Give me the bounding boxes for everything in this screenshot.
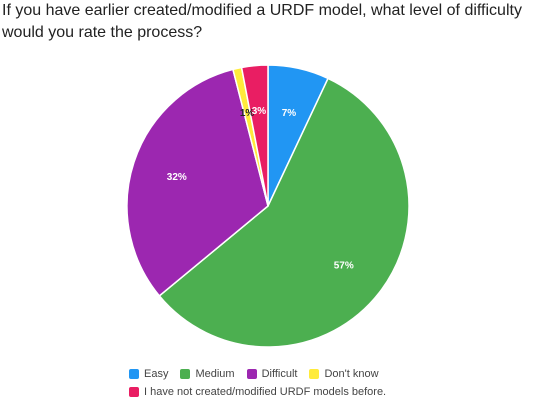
legend-swatch-dont-know [309, 369, 320, 379]
legend-row-1: Easy Medium Difficult Don't know [129, 368, 391, 380]
legend-swatch-easy [129, 369, 139, 379]
data-label-not-created: 3% [252, 106, 267, 117]
data-label-dont-know: 1% [240, 108, 255, 119]
legend-item-dont-know: Don't know [309, 368, 379, 380]
legend-label-difficult: Difficult [261, 368, 298, 380]
legend-item-difficult: Difficult [246, 368, 298, 380]
pie-slices [126, 64, 410, 348]
legend-item-medium: Medium [180, 368, 235, 380]
chart-title: If you have earlier created/modified a U… [2, 2, 522, 41]
legend-label-easy: Easy [144, 368, 169, 380]
legend-item-easy: Easy [129, 368, 168, 380]
legend-swatch-medium [180, 369, 191, 379]
legend-swatch-difficult [246, 369, 257, 379]
legend-label-dont-know: Don't know [324, 368, 379, 380]
data-label-medium: 57% [334, 260, 354, 271]
legend-row-2: I have not created/modified URDF models … [129, 386, 398, 398]
pie-slice-difficult [126, 68, 269, 297]
legend-swatch-not-created [129, 387, 139, 397]
legend-label-not-created: I have not created/modified URDF models … [144, 386, 387, 398]
pie-slice-medium [158, 77, 410, 348]
pie-slice-not-created [240, 64, 269, 207]
legend-item-not-created: I have not created/modified URDF models … [129, 386, 386, 398]
data-label-easy: 7% [282, 108, 297, 119]
legend-label-medium: Medium [195, 368, 235, 380]
data-label-difficult: 32% [167, 172, 187, 183]
pie-data-labels: 7% 57% 32% 1%3% [167, 106, 354, 271]
